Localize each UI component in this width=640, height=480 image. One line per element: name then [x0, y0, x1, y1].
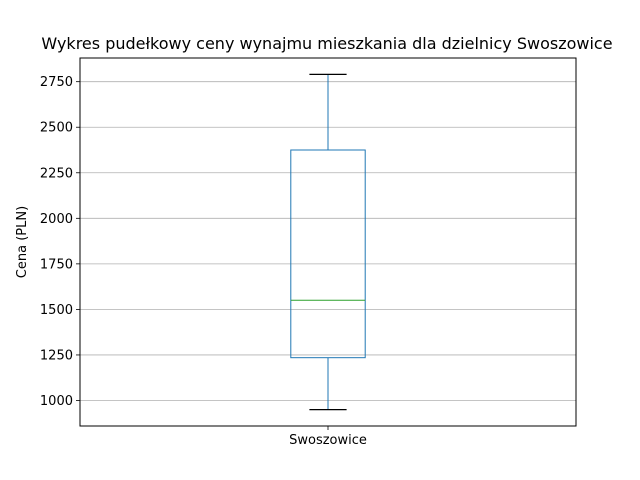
- y-tick-label: 2000: [40, 212, 73, 227]
- y-axis-ticks: 1000 1250 1500 1750 2000 2250 2500 2750: [40, 75, 80, 409]
- y-tick-label: 1250: [40, 348, 73, 363]
- box-plot: [290, 73, 366, 411]
- y-axis-label: Cena (PLN): [15, 206, 30, 278]
- y-tick-label: 2250: [40, 166, 73, 181]
- y-tick-label: 2500: [40, 121, 73, 136]
- x-axis-ticks: Swoszowice: [289, 426, 367, 448]
- chart-title: Wykres pudełkowy ceny wynajmu mieszkania…: [41, 34, 612, 53]
- y-tick-label: 2750: [40, 75, 73, 90]
- y-tick-label: 1500: [40, 303, 73, 318]
- box-iqr: [290, 149, 366, 359]
- y-tick-label: 1000: [40, 394, 73, 409]
- y-tick-label: 1750: [40, 257, 73, 272]
- x-tick-label: Swoszowice: [289, 433, 367, 448]
- grid-lines: [80, 81, 576, 401]
